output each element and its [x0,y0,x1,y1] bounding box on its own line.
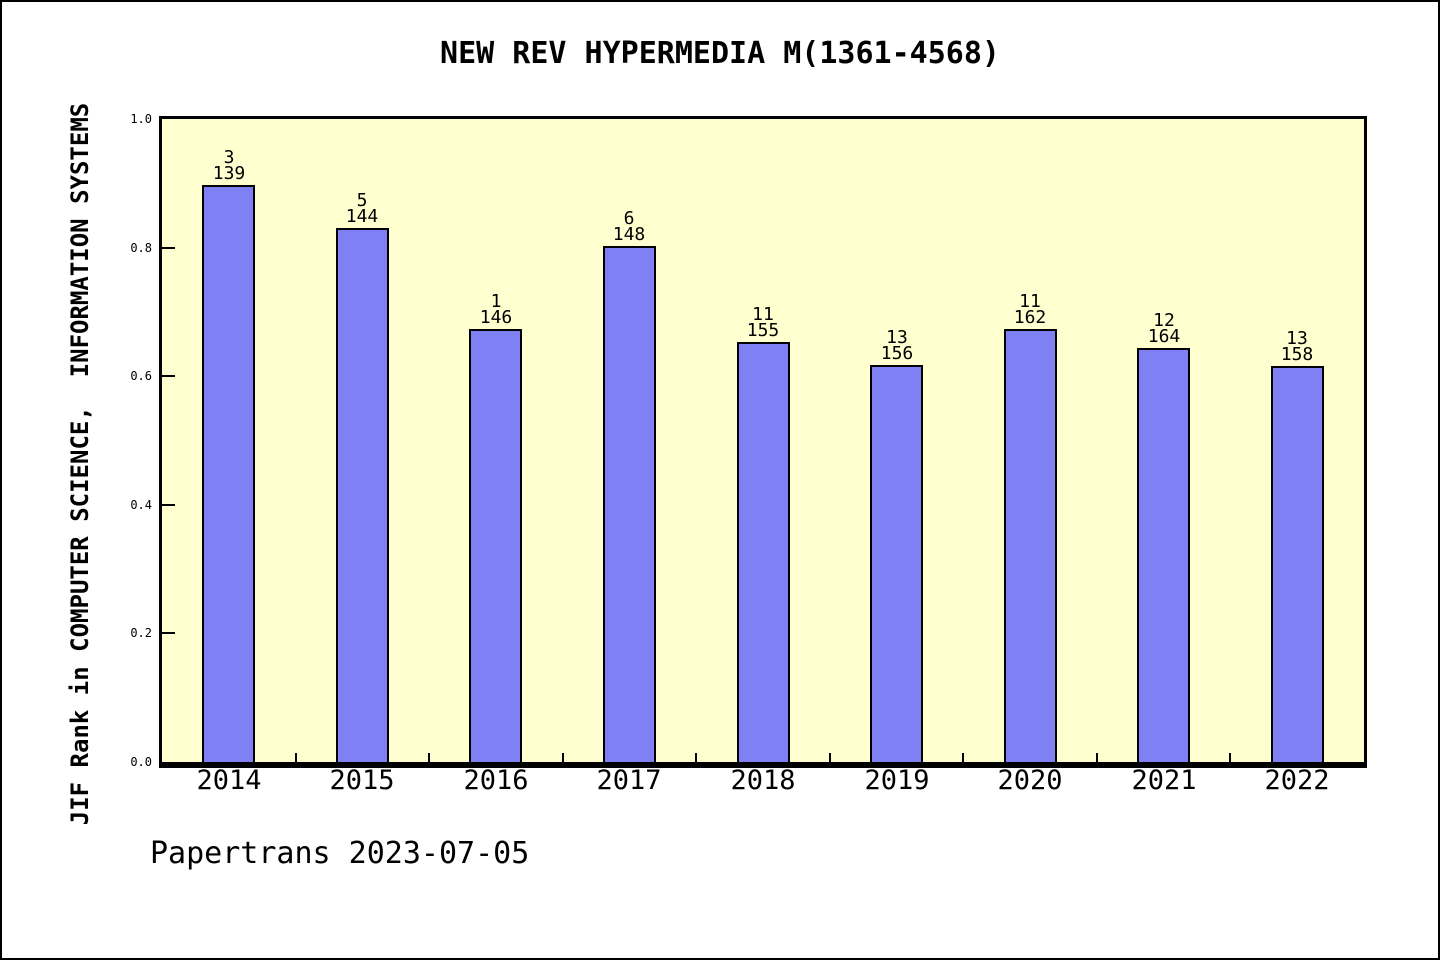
bar-2019 [870,365,923,762]
x-minor-tick [295,753,297,762]
x-minor-tick [829,753,831,762]
bar-label-2017: 6 148 [612,208,646,245]
x-minor-tick [962,753,964,762]
bar-2022 [1271,366,1324,762]
x-minor-tick [562,753,564,762]
bar-label-2021: 12 164 [1147,310,1181,347]
plot-inner: 3 139 2014 5 144 2015 1 146 2016 6 148 2017 11 1… [130,112,1364,795]
x-tick-label-2019: 2019 [864,765,930,796]
chart-title: NEW REV HYPERMEDIA M(1361-4568) [440,36,1000,71]
bar-2016 [469,329,522,762]
bar-label-2015: 5 144 [345,190,379,227]
bar-label-2020: 11 162 [1013,291,1047,328]
x-tick-label-2014: 2014 [196,765,262,796]
bar-label-2016: 1 146 [479,291,513,328]
x-minor-tick [1096,753,1098,762]
plot-area: 3 139 2014 5 144 2015 1 146 2016 6 148 2017 11 1… [130,112,1367,795]
y-tick-0.6 [162,375,175,377]
bar-2021 [1137,348,1190,762]
x-minor-tick [695,753,697,762]
x-minor-tick [1229,753,1231,762]
bar-label-2019: 13 156 [880,327,914,364]
x-tick-label-2018: 2018 [730,765,796,796]
bar-label-2022: 13 158 [1280,328,1314,365]
y-tick-0.2 [162,632,175,634]
x-tick-label-2016: 2016 [463,765,529,796]
bar-2015 [336,228,389,762]
x-tick-label-2017: 2017 [596,765,662,796]
y-tick-label-0.8: 0.8 [130,241,152,255]
x-tick-label-2022: 2022 [1264,765,1330,796]
y-tick-label-0.6: 0.6 [130,369,152,383]
bar-2014 [202,185,255,762]
y-tick-0.8 [162,247,175,249]
bar-2017 [603,246,656,762]
x-tick-label-2015: 2015 [329,765,395,796]
y-tick-label-0.0: 0.0 [130,755,152,769]
x-tick-label-2021: 2021 [1131,765,1197,796]
y-tick-label-1.0: 1.0 [130,112,152,126]
y-tick-label-0.2: 0.2 [130,626,152,640]
bar-2018 [737,342,790,762]
y-axis-title: JIF Rank in COMPUTER SCIENCE, INFORMATIO… [66,102,94,826]
x-tick-label-2020: 2020 [997,765,1063,796]
bar-2020 [1004,329,1057,762]
x-minor-tick [428,753,430,762]
y-tick-label-0.4: 0.4 [130,498,152,512]
bar-label-2018: 11 155 [746,304,780,341]
footer-watermark: Papertrans 2023-07-05 [150,836,530,871]
bar-label-2014: 3 139 [212,147,246,184]
y-tick-0.4 [162,504,175,506]
